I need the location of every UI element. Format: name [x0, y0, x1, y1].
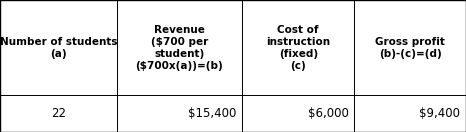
Text: $6,000: $6,000: [308, 107, 349, 120]
Text: Revenue
($700 per
student)
($700x(a))=(b): Revenue ($700 per student) ($700x(a))=(b…: [136, 25, 223, 70]
Text: $9,400: $9,400: [419, 107, 460, 120]
Text: Cost of
instruction
(fixed)
(c): Cost of instruction (fixed) (c): [266, 25, 330, 70]
Text: Gross profit
(b)-(c)=(d): Gross profit (b)-(c)=(d): [375, 37, 445, 58]
Text: $15,400: $15,400: [188, 107, 237, 120]
Text: 22: 22: [51, 107, 66, 120]
Text: Number of students
(a): Number of students (a): [0, 37, 117, 58]
